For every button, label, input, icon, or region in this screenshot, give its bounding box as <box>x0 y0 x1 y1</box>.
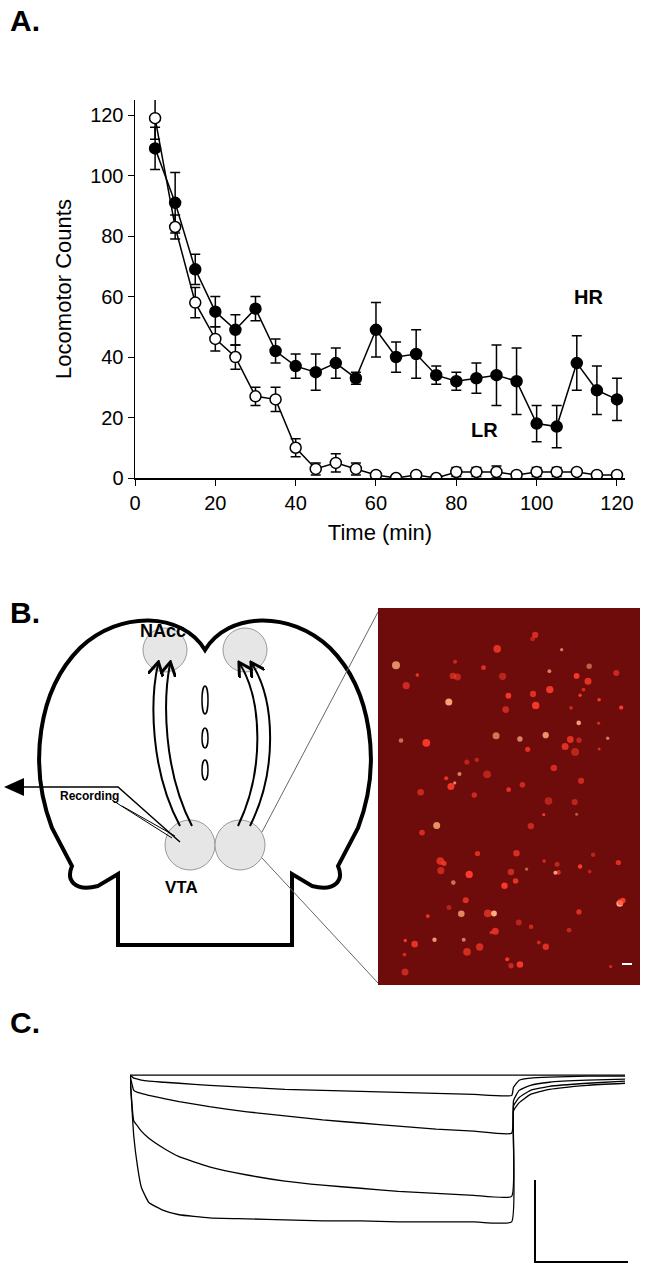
svg-text:Time (min): Time (min) <box>328 520 432 545</box>
svg-text:40: 40 <box>101 346 123 368</box>
svg-text:NAcc: NAcc <box>140 621 186 641</box>
svg-text:120: 120 <box>90 104 123 126</box>
svg-text:HR: HR <box>574 286 603 308</box>
svg-text:20: 20 <box>101 407 123 429</box>
svg-text:80: 80 <box>101 225 123 247</box>
svg-text:Locomotor Counts: Locomotor Counts <box>51 199 76 379</box>
svg-text:0: 0 <box>129 492 140 514</box>
svg-text:80: 80 <box>445 492 467 514</box>
svg-text:40: 40 <box>285 492 307 514</box>
html-text:B.: B. <box>10 596 40 629</box>
svg-text:120: 120 <box>600 492 633 514</box>
svg-text:LR: LR <box>471 419 498 441</box>
svg-text:0: 0 <box>112 467 123 489</box>
svg-text:20: 20 <box>204 492 226 514</box>
svg-text:Recording: Recording <box>60 789 119 803</box>
html-text:A.: A. <box>10 4 40 37</box>
svg-text:100: 100 <box>520 492 553 514</box>
svg-text:VTA: VTA <box>165 878 198 897</box>
html-text:C.: C. <box>10 1006 40 1039</box>
svg-text:60: 60 <box>101 286 123 308</box>
svg-text:100: 100 <box>90 165 123 187</box>
svg-text:60: 60 <box>365 492 387 514</box>
